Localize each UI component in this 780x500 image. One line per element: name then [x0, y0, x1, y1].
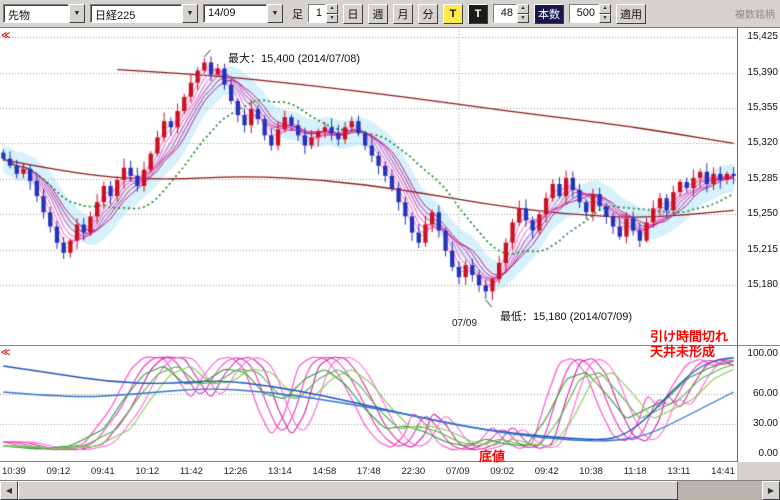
chevron-down-icon[interactable]: ▼ — [182, 4, 198, 23]
time-axis-label: 13:11 — [667, 465, 691, 477]
spin-up-icon[interactable]: ▲ — [326, 4, 338, 14]
candlestick-chart-canvas[interactable] — [0, 28, 737, 345]
symbol-select[interactable]: 日経225 ▼ — [90, 4, 198, 23]
alert-line-2: 天井未形成 — [650, 344, 716, 359]
chevron-down-icon[interactable]: ▼ — [267, 4, 283, 23]
bar-count-value: 1 — [308, 4, 326, 23]
spin-up-icon[interactable]: ▲ — [517, 4, 529, 14]
tick-button-active[interactable]: T — [443, 3, 463, 24]
main-chart-panel — [0, 28, 738, 345]
width-value: 500 — [569, 4, 599, 23]
oscillator-axis-label: 30.00 — [752, 418, 778, 429]
oscillator-chart-canvas[interactable] — [0, 346, 737, 462]
spin-down-icon[interactable]: ▼ — [517, 13, 529, 23]
apply-button[interactable]: 適用 — [616, 3, 646, 24]
time-axis-label: 12:26 — [223, 465, 248, 477]
oscillator-axis-label: 100.00 — [747, 348, 778, 359]
price-axis-label: 15,355 — [747, 102, 778, 113]
spin-down-icon[interactable]: ▼ — [326, 13, 338, 23]
tick-button[interactable]: T — [468, 3, 488, 24]
time-axis-label: 17:48 — [356, 465, 381, 477]
alert-line-1: 引け時間切れ — [650, 329, 729, 344]
time-axis: 10:39 09:12 09:41 10:12 11:42 12:26 13:14 14:58… — [0, 461, 737, 480]
instrument-type-value: 先物 — [3, 4, 69, 23]
bottom-price-annotation: 底値 — [479, 449, 506, 464]
spin-up-icon[interactable]: ▲ — [599, 4, 611, 14]
contract-month-value: 14/09 — [203, 4, 267, 23]
instrument-type-select[interactable]: 先物 ▼ — [3, 4, 85, 23]
oscillator-axis: 100.00 60.00 30.00 0.00 — [738, 345, 780, 462]
scroll-right-icon[interactable]: ▶ — [762, 481, 780, 500]
time-axis-label: 22:30 — [401, 465, 426, 477]
scroll-more-icon: ≪ — [1, 347, 11, 357]
bar-count-stepper[interactable]: 1 ▲ ▼ — [308, 4, 338, 23]
scroll-more-icon: ≪ — [1, 30, 11, 40]
bars-count-stepper[interactable]: 48 ▲ ▼ — [493, 4, 529, 23]
contract-month-select[interactable]: 14/09 ▼ — [203, 4, 283, 23]
time-axis-label: 10:39 — [2, 465, 26, 477]
price-axis-label: 15,250 — [747, 208, 778, 220]
scroll-left-icon[interactable]: ◀ — [0, 481, 18, 500]
time-axis-label: 14:58 — [312, 465, 337, 477]
oscillator-axis-label: 60.00 — [752, 388, 778, 399]
width-stepper[interactable]: 500 ▲ ▼ — [569, 4, 611, 23]
time-axis-label: 10:12 — [135, 465, 160, 477]
horizontal-scrollbar[interactable]: ◀ ▶ — [0, 480, 780, 500]
price-axis-label: 15,180 — [747, 279, 778, 291]
price-axis-label: 15,285 — [747, 172, 778, 184]
time-axis-label: 13:14 — [268, 465, 292, 477]
period-week-button[interactable]: 週 — [368, 3, 388, 24]
time-axis-label: 07/09 — [445, 465, 470, 477]
time-axis-label: 09:42 — [534, 465, 559, 477]
spin-down-icon[interactable]: ▼ — [599, 13, 611, 23]
multi-symbol-label: 複数銘柄 — [735, 10, 775, 21]
time-axis-label: 09:02 — [490, 465, 515, 477]
price-axis-label: 15,320 — [747, 137, 778, 149]
period-minute-button[interactable]: 分 — [418, 3, 438, 24]
price-axis-label: 15,215 — [747, 243, 778, 255]
alert-annotation: 引け時間切れ 天井未形成 — [650, 329, 728, 359]
time-axis-label: 14:41 — [711, 465, 735, 477]
date-boundary-label: 07/09 — [452, 318, 478, 329]
chevron-down-icon[interactable]: ▼ — [69, 4, 85, 23]
oscillator-panel — [0, 345, 738, 462]
period-day-button[interactable]: 日 — [343, 3, 363, 24]
time-axis-label: 11:42 — [179, 465, 203, 477]
max-price-annotation: 最大：15,400 (2014/07/08) — [228, 53, 361, 65]
symbol-value: 日経225 — [90, 4, 182, 23]
oscillator-axis-label: 0.00 — [758, 448, 778, 459]
time-axis-label: 09:41 — [90, 465, 115, 477]
bars-button[interactable]: 本数 — [534, 3, 564, 24]
time-axis-label: 09:12 — [46, 465, 71, 477]
scrollbar-thumb[interactable] — [18, 481, 678, 500]
bar-period-label: 足 — [292, 8, 303, 21]
toolbar: 先物 ▼ 日経225 ▼ 14/09 ▼ 足 1 ▲ ▼ 日 週 月 分 T T … — [0, 0, 780, 28]
time-axis-label: 10:38 — [579, 465, 603, 477]
time-axis-label: 11:18 — [623, 465, 647, 477]
price-axis-label: 15,390 — [747, 66, 778, 78]
scrollbar-track[interactable] — [678, 481, 762, 500]
bars-count-value: 48 — [493, 4, 517, 23]
min-price-annotation: 最低：15,180 (2014/07/09) — [500, 311, 633, 323]
period-month-button[interactable]: 月 — [393, 3, 413, 24]
price-axis: 15,425 15,390 15,355 15,320 15,285 15,250 15,2… — [738, 28, 780, 345]
price-axis-label: 15,425 — [747, 31, 778, 43]
